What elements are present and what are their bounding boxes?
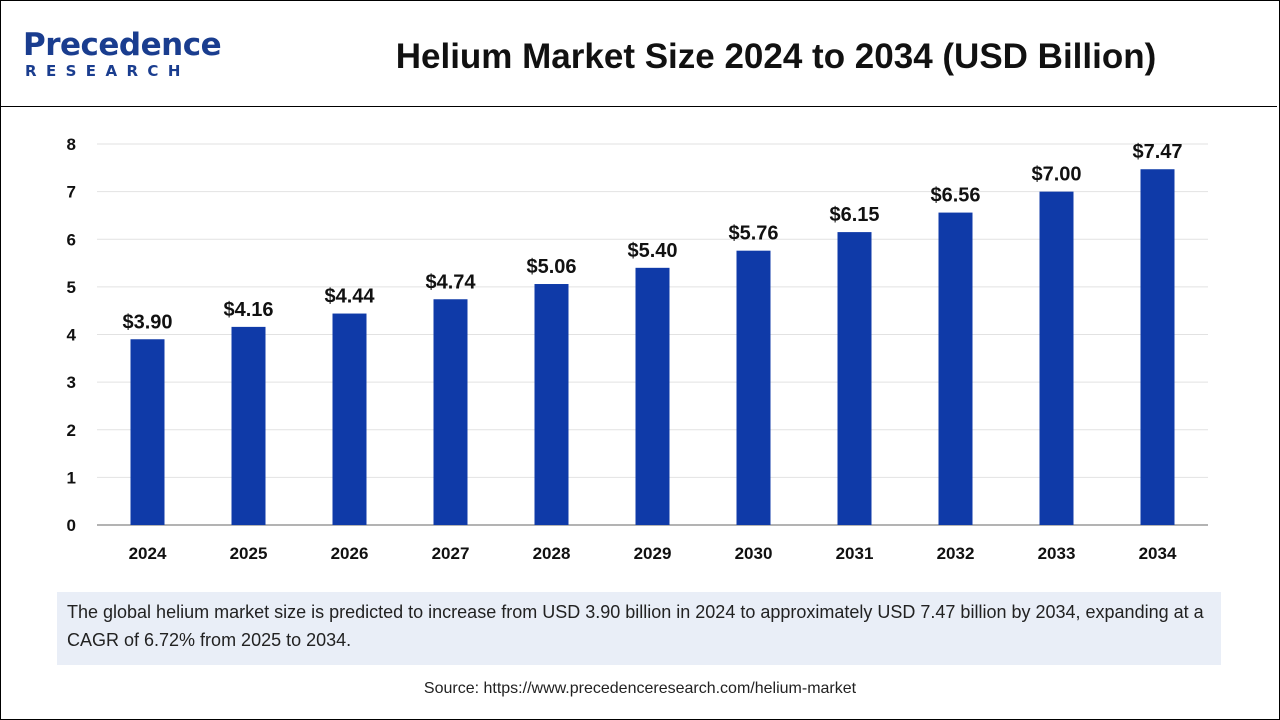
x-tick-label: 2025 xyxy=(230,544,268,563)
y-tick-label: 1 xyxy=(67,468,76,487)
y-tick-label: 7 xyxy=(67,183,76,202)
bar xyxy=(938,212,973,525)
logo-subtitle: RESEARCH xyxy=(25,62,190,80)
data-label: $3.90 xyxy=(122,311,172,333)
y-tick-label: 2 xyxy=(67,421,76,440)
bar xyxy=(130,339,165,525)
data-label: $7.00 xyxy=(1031,164,1081,186)
data-label: $5.40 xyxy=(627,240,677,262)
data-label: $4.16 xyxy=(223,299,273,321)
bar xyxy=(1140,169,1175,525)
source-text: Source: https://www.precedenceresearch.c… xyxy=(423,680,857,697)
y-tick-label: 8 xyxy=(67,135,76,154)
data-label: $5.06 xyxy=(526,256,576,278)
bar xyxy=(433,299,468,525)
data-label: $7.47 xyxy=(1132,141,1182,163)
data-label: $6.15 xyxy=(829,204,879,226)
bar xyxy=(635,267,670,525)
logo-name: Precedence xyxy=(23,27,222,63)
y-tick-label: 5 xyxy=(67,278,76,297)
bar xyxy=(736,250,771,525)
x-tick-label: 2032 xyxy=(937,544,975,563)
y-tick-label: 0 xyxy=(67,516,76,535)
y-tick-label: 3 xyxy=(67,373,76,392)
data-label: $5.76 xyxy=(728,223,778,245)
x-tick-label: 2029 xyxy=(634,544,672,563)
x-tick-label: 2028 xyxy=(533,544,571,563)
bar-chart: 0 1 2 3 4 5 6 7 8 $3.90 2024 $4.16 2025 $4.44 2026 $4.7… xyxy=(67,135,1208,563)
x-tick-label: 2024 xyxy=(129,544,167,563)
header: Precedence RESEARCH Helium Market Size 2… xyxy=(1,1,1277,107)
logo: Precedence RESEARCH xyxy=(23,29,223,83)
x-tick-label: 2030 xyxy=(735,544,773,563)
caption-box: The global helium market size is predict… xyxy=(57,592,1221,665)
y-tick-label: 6 xyxy=(67,230,76,249)
y-tick-label: 4 xyxy=(67,326,77,345)
x-tick-label: 2033 xyxy=(1038,544,1076,563)
x-tick-label: 2026 xyxy=(331,544,369,563)
x-tick-label: 2027 xyxy=(432,544,470,563)
bar xyxy=(231,326,266,525)
x-tick-label: 2034 xyxy=(1139,544,1177,563)
bar xyxy=(332,313,367,525)
bar xyxy=(837,232,872,525)
data-label: $4.44 xyxy=(324,286,375,308)
data-label: $6.56 xyxy=(930,185,980,207)
bar xyxy=(1039,191,1074,525)
bar xyxy=(534,284,569,525)
chart-title: Helium Market Size 2024 to 2034 (USD Bil… xyxy=(395,37,1157,76)
x-tick-label: 2031 xyxy=(836,544,874,563)
data-label: $4.74 xyxy=(425,271,476,293)
caption-text: The global helium market size is predict… xyxy=(67,602,1204,650)
